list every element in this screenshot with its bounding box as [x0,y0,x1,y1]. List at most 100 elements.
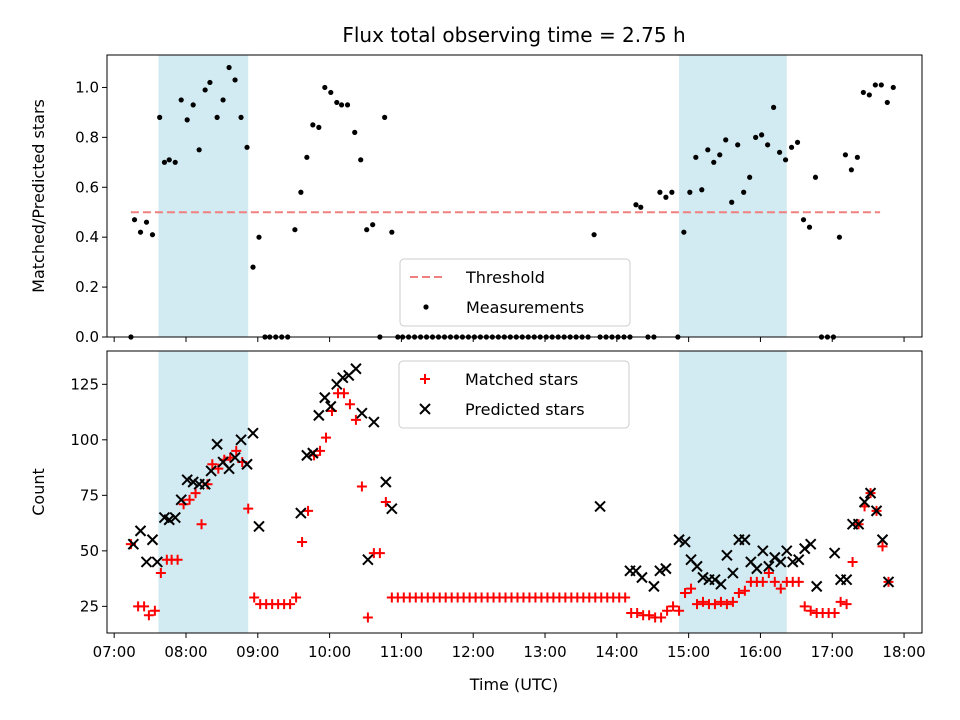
predicted-star-point [810,580,823,593]
matched-star-point [285,599,296,610]
predicted-star-point [828,547,841,559]
measurement-point [184,117,190,123]
predicted-star-point [679,536,691,548]
measurement-point [149,232,156,238]
plot-frame [106,350,923,634]
predicted-star-point [594,500,606,513]
measurement-point [669,189,675,195]
measurement-point [741,189,747,195]
y-tick-label: 0.0 [75,328,99,346]
y-tick-label: 1.0 [75,78,99,96]
predicted-star-point [858,496,871,508]
measurement-point [364,227,370,233]
matched-star-point [374,548,385,559]
x-tick-label: 18:00 [882,643,925,661]
x-tick-label: 12:00 [452,643,495,661]
predicted-star-point [134,525,147,537]
predicted-star-point [870,505,883,517]
y-tick-label: 0.4 [75,228,99,246]
predicted-star-point [757,545,769,557]
x-axis-label: Time (UTC) [469,675,558,694]
matched-star-point [692,599,703,610]
predicted-star-point [175,494,187,506]
observing-window-band [158,351,249,633]
predicted-star-point [151,556,163,568]
measurement-point [207,79,213,86]
measurement-point [161,159,168,165]
legend-label: Threshold [465,268,545,287]
predicted-star-point [146,534,159,546]
predicted-star-point [769,551,781,564]
plot-frame [106,54,923,338]
predicted-star-point [211,438,223,450]
predicted-star-point [247,427,259,439]
measurement-point [699,187,705,193]
measurement-point [866,92,872,98]
measurement-point [735,142,741,148]
matched-star-point [775,583,786,594]
ratio-panel: 0.0 0.2 0.4 0.6 0.8 1.0 Matched/Predicted star… [29,54,923,346]
matched-star-point [715,596,726,607]
predicted-star-point [337,371,349,384]
measurement-point [633,202,639,208]
predicted-star-point [307,447,319,459]
predicted-star-point [648,580,660,593]
y-tick-label: 125 [70,375,99,393]
measurement-point [794,139,801,145]
legend-label: Matched stars [465,370,578,389]
matched-star-point [763,568,774,579]
matched-star-point [662,605,673,616]
matched-star-point [380,496,391,507]
matched-star-point [793,576,804,587]
predicted-star-point [763,560,775,573]
predicted-star-point [386,502,398,515]
measurement-point [172,159,178,165]
matched-star-point [721,599,732,610]
x-tick-label: 09:00 [236,643,279,661]
measurement-point [358,157,364,163]
predicted-star-point [356,407,368,419]
measurement-point [352,129,358,135]
measurement-point [723,137,729,143]
measurement-point [776,149,783,155]
matched-star-point [668,601,679,612]
measurement-point [729,199,735,205]
y-tick-label: 50 [80,542,99,560]
observing-window-band [679,351,787,633]
predicted-star-point [319,391,331,404]
measurement-point [232,77,238,83]
legend-predicted-marker [419,403,431,415]
measurement-point [884,99,890,106]
predicted-star-point [223,462,235,475]
count-panel: 25 50 75 100 125 07:00 08:00 09:00 10:00 11:00 12:… [29,350,926,661]
measurement-point [310,122,316,128]
matched-star-point [338,388,349,399]
matched-star-point [644,610,655,621]
measurement-point [298,189,304,195]
measurement-point [591,232,597,238]
chart-title: Flux total observing time = 2.75 h [342,23,685,47]
predicted-star-point [864,487,877,499]
legend-box [398,360,630,429]
predicted-star-point [804,538,817,550]
x-tick-label: 15:00 [667,643,710,661]
measurement-point [256,234,262,240]
matched-star-point [231,445,242,456]
matched-star-point [249,592,260,603]
legend-label: Measurements [466,298,584,317]
legend-label: Predicted stars [465,400,585,419]
predicted-star-point [852,518,865,530]
predicted-star-point [673,534,685,546]
measurement-point [711,159,717,165]
matched-star-point [877,541,888,552]
y-tick-label: 75 [80,486,99,504]
measurement-point [196,147,202,153]
measurement-point [771,104,777,111]
measurement-point [166,157,172,163]
x-tick-label: 07:00 [93,643,136,661]
measurement-point [842,152,849,158]
measurement-point [753,134,759,140]
predicted-star-point [362,554,374,566]
measurement-point [202,87,208,93]
